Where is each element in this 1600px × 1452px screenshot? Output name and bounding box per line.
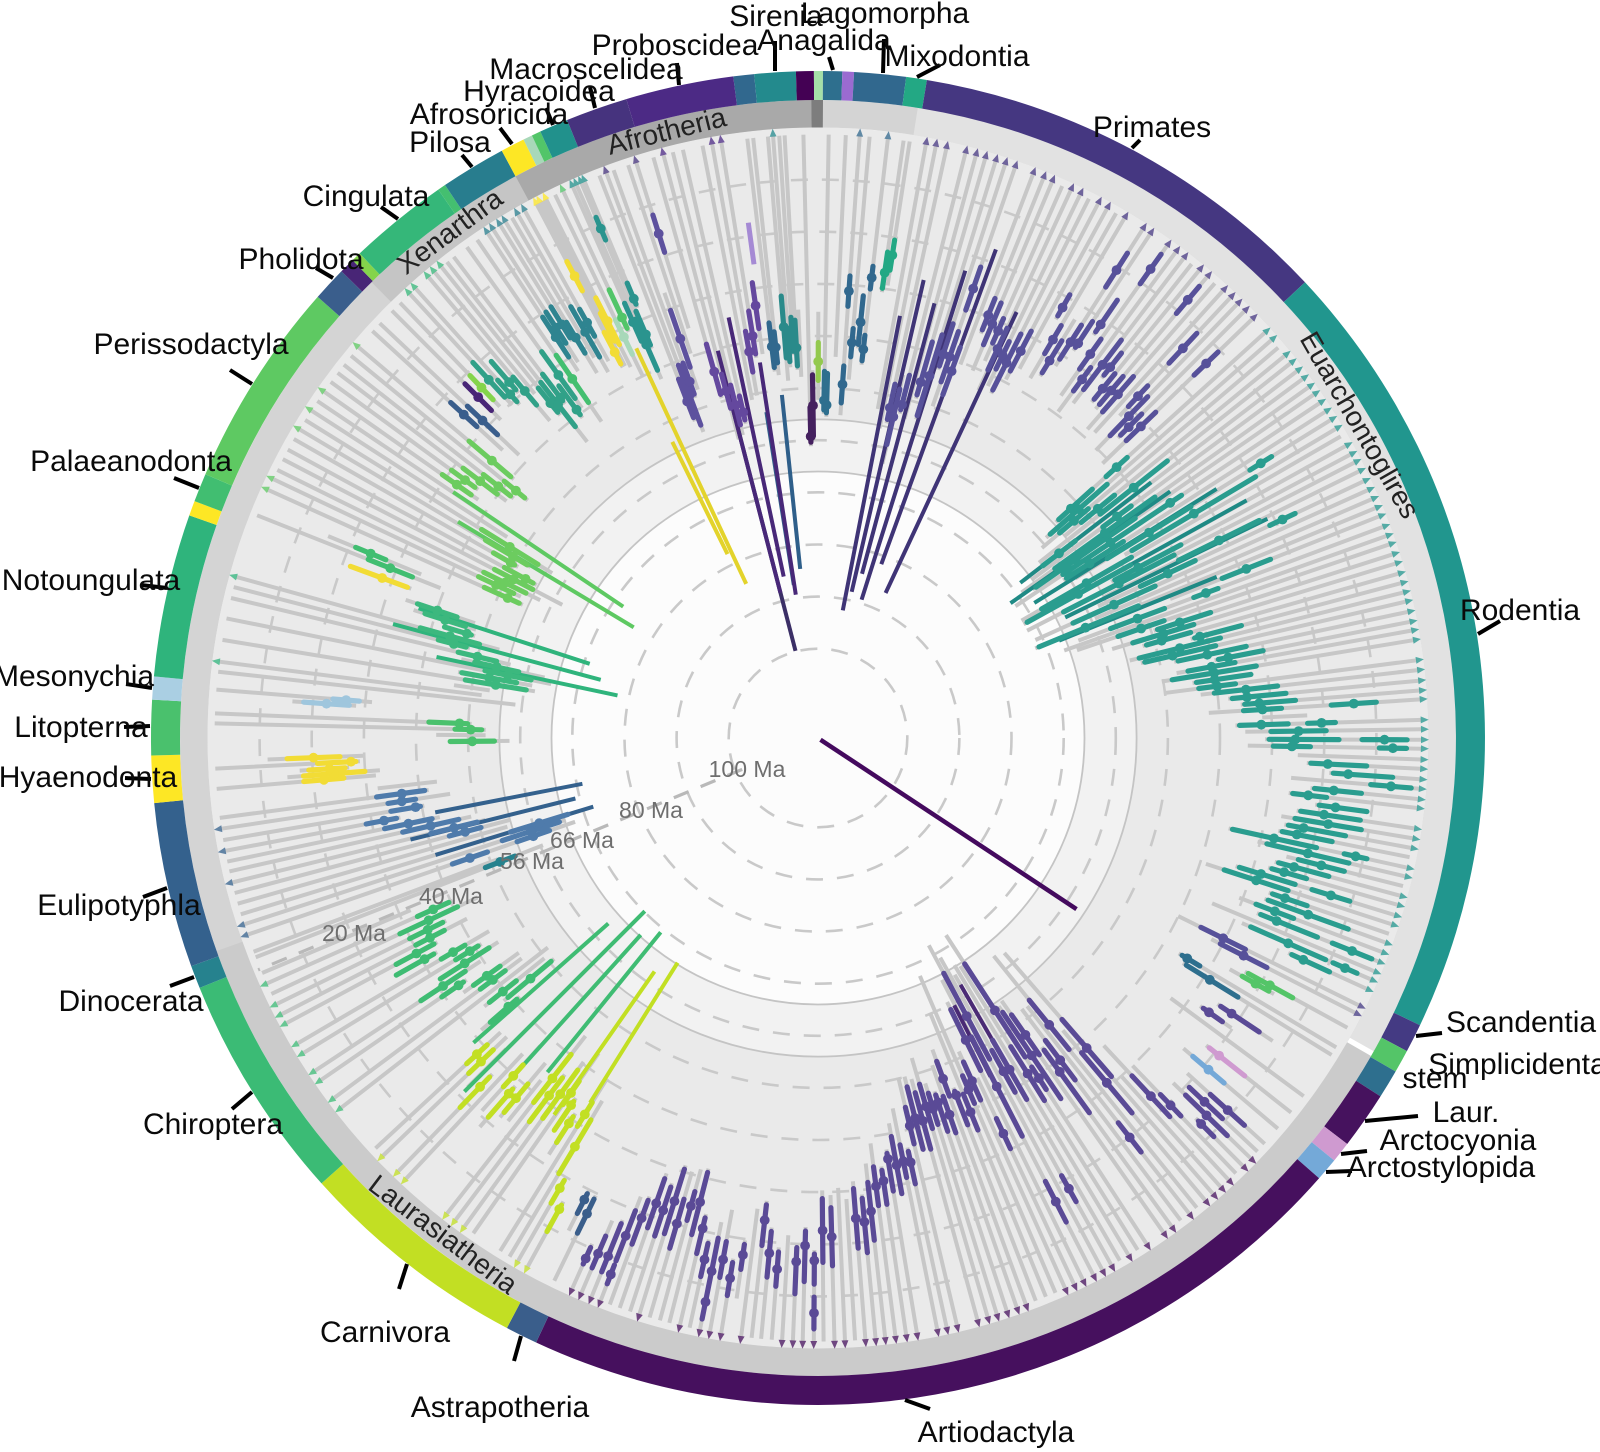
svg-text:Anagalida: Anagalida	[757, 24, 891, 57]
svg-text:Dinocerata: Dinocerata	[58, 985, 203, 1018]
svg-text:Simplicidentata: Simplicidentata	[1428, 1048, 1600, 1081]
svg-text:56 Ma: 56 Ma	[500, 848, 564, 874]
svg-text:Macroscelidea: Macroscelidea	[489, 53, 683, 86]
svg-text:Artiodactyla: Artiodactyla	[918, 1416, 1075, 1449]
svg-text:Mixodontia: Mixodontia	[884, 40, 1029, 73]
svg-text:Notoungulata: Notoungulata	[2, 564, 181, 597]
svg-text:40 Ma: 40 Ma	[419, 883, 483, 909]
svg-text:Cingulata: Cingulata	[303, 180, 430, 213]
svg-text:Sirenia: Sirenia	[729, 0, 823, 33]
svg-text:Afrosoricida: Afrosoricida	[410, 98, 569, 131]
svg-text:Rodentia: Rodentia	[1460, 594, 1580, 627]
svg-text:Pholidota: Pholidota	[238, 243, 363, 276]
svg-text:Astrapotheria: Astrapotheria	[411, 1391, 590, 1424]
svg-text:stem: stem	[1402, 1062, 1467, 1095]
svg-text:Laur.: Laur.	[1433, 1096, 1500, 1129]
svg-text:66 Ma: 66 Ma	[550, 827, 614, 853]
svg-text:Hyracoidea: Hyracoidea	[463, 75, 615, 108]
svg-text:100 Ma: 100 Ma	[709, 756, 786, 782]
svg-text:Chiroptera: Chiroptera	[143, 1108, 283, 1141]
svg-text:Arctocyonia: Arctocyonia	[1380, 1124, 1537, 1157]
svg-text:Pilosa: Pilosa	[409, 126, 491, 159]
svg-text:Primates: Primates	[1093, 111, 1211, 144]
svg-text:Mesonychia: Mesonychia	[0, 660, 154, 693]
svg-text:Proboscidea: Proboscidea	[592, 29, 759, 62]
svg-text:Lagomorpha: Lagomorpha	[801, 0, 970, 30]
svg-text:Litopterna: Litopterna	[14, 711, 148, 744]
svg-text:Perissodactyla: Perissodactyla	[93, 328, 288, 361]
svg-text:Eulipotyphla: Eulipotyphla	[37, 889, 201, 922]
svg-text:Carnivora: Carnivora	[320, 1316, 450, 1349]
svg-text:Palaeanodonta: Palaeanodonta	[30, 445, 232, 478]
svg-text:Scandentia: Scandentia	[1446, 1006, 1596, 1039]
svg-text:20 Ma: 20 Ma	[322, 920, 386, 946]
svg-text:80 Ma: 80 Ma	[619, 797, 683, 823]
svg-text:Hyaenodonta: Hyaenodonta	[0, 761, 178, 794]
svg-text:Arctostylopida: Arctostylopida	[1347, 1151, 1536, 1184]
